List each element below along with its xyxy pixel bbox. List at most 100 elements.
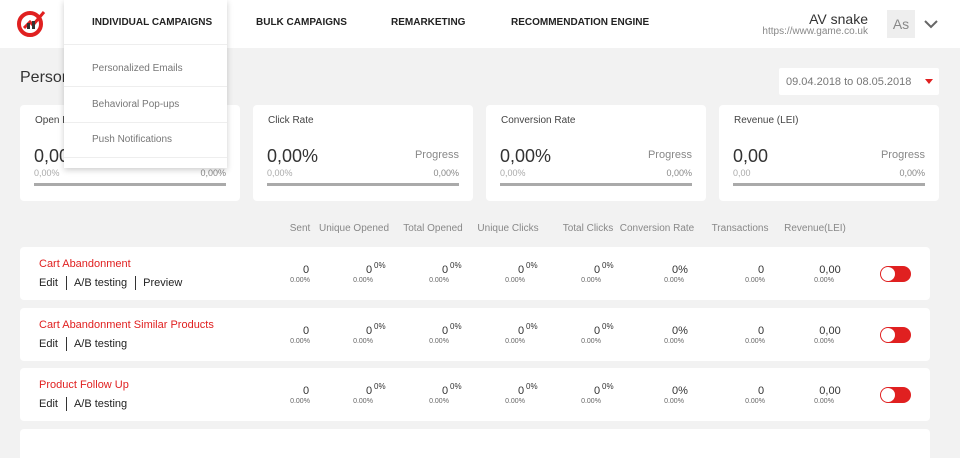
campaign-name[interactable]: Cart Abandonment Similar Products — [39, 318, 214, 331]
dropdown-item[interactable]: Push Notifications — [92, 134, 173, 145]
card-value: 0,00% — [267, 146, 319, 166]
user-name: AV snake — [809, 11, 868, 27]
separator — [64, 44, 227, 45]
progress-value: 0,00% — [666, 168, 692, 178]
toggle[interactable] — [880, 326, 911, 343]
cell-value: 0 — [441, 385, 449, 397]
cell-sub: 0.00% — [290, 398, 310, 405]
logo — [17, 11, 46, 37]
nav-item[interactable]: BULK CAMPAIGNS — [256, 17, 347, 28]
separator — [64, 121, 227, 123]
action-link[interactable]: A/B testing — [73, 277, 128, 289]
cell-value: 0% — [672, 264, 688, 276]
metric-card: Revenue (LEI) 0,00 Progress 0,00 0,00% — [719, 105, 939, 201]
nav-item[interactable]: RECOMMENDATION ENGINE — [511, 17, 650, 28]
cell-value: 0 — [593, 264, 601, 276]
cell-pct: 0% — [450, 261, 462, 270]
card-sub: 0,00 — [733, 168, 751, 178]
column-header: Sent — [289, 223, 311, 234]
cell-sub: 0.00% — [290, 277, 310, 284]
card-sub: 0,00% — [34, 168, 60, 178]
toggle[interactable] — [880, 266, 911, 282]
column-header: Transactions — [711, 223, 769, 234]
action-link[interactable]: A/B testing — [73, 337, 128, 350]
cell-value: 0 — [517, 264, 525, 276]
caret — [925, 79, 933, 84]
cell-sub: 0.00% — [429, 398, 449, 405]
campaign-name[interactable]: Cart Abandonment — [39, 258, 131, 270]
campaign-row: Cart Abandonment Similar Products Edit A/B… — [20, 307, 930, 361]
dropdown-item[interactable]: Personalized Emails — [92, 63, 183, 74]
cell-pct: 0% — [602, 321, 614, 331]
dropdown-item[interactable]: Behavioral Pop-ups — [92, 98, 180, 110]
cell-value: 0 — [517, 385, 525, 397]
cell-value: 0 — [517, 324, 525, 337]
date-range: 09.04.2018 to 08.05.2018 — [786, 76, 912, 88]
cell-sub: 0.00% — [745, 277, 765, 284]
cell-pct: 0% — [450, 321, 462, 331]
action-link[interactable]: Preview — [143, 277, 183, 289]
column-header: Revenue(LEI) — [784, 223, 846, 234]
cell-sub: 0.00% — [745, 337, 765, 345]
separator — [64, 86, 227, 87]
avatar[interactable]: As — [887, 10, 915, 38]
progress-bar — [733, 183, 925, 186]
progress-value: 0,00% — [200, 168, 226, 178]
cell-pct: 0% — [602, 382, 614, 391]
cell-pct: 0% — [374, 261, 386, 270]
cell-sub: 0.00% — [664, 277, 684, 284]
chevron[interactable] — [923, 18, 939, 30]
toggle-knob — [881, 327, 895, 342]
cell-sub: 0.00% — [664, 337, 684, 345]
column-header: Conversion Rate — [619, 223, 695, 234]
divider — [135, 276, 137, 290]
progress-value: 0,00% — [899, 168, 925, 178]
user-url: https://www.game.co.uk — [762, 26, 868, 37]
action-link[interactable]: Edit — [39, 277, 58, 289]
toggle-knob — [881, 388, 895, 402]
campaign-name[interactable]: Product Follow Up — [39, 379, 129, 391]
card-sub: 0,00% — [500, 168, 526, 178]
progress-label: Progress — [414, 149, 459, 161]
campaign-row: Product Follow Up Edit A/B testing 0 0.00% 0 0… — [20, 368, 930, 421]
cell-value: 0,00 — [819, 264, 841, 276]
divider — [65, 276, 67, 290]
cell-sub: 0.00% — [814, 277, 834, 284]
cell-pct: 0% — [450, 382, 462, 391]
cell-value: 0 — [757, 385, 765, 397]
action-link[interactable]: Edit — [39, 337, 58, 350]
cell-value: 0 — [441, 324, 449, 337]
metric-card: Conversion Rate 0,00% Progress 0,00% 0,00% — [486, 105, 706, 201]
cell-sub: 0.00% — [581, 337, 601, 345]
cell-sub: 0.00% — [581, 277, 601, 284]
campaign-row: Cart Abandonment Edit A/B testing Preview 0 0… — [20, 247, 930, 300]
toggle[interactable] — [880, 387, 911, 403]
column-header: Total Opened — [403, 223, 463, 234]
cell-value: 0 — [302, 385, 310, 397]
cell-sub: 0.00% — [429, 277, 449, 284]
cell-sub: 0.00% — [745, 398, 765, 405]
card-value: 0,00 — [34, 146, 70, 166]
nav-item[interactable]: REMARKETING — [391, 17, 466, 28]
cell-value: 0 — [441, 264, 449, 276]
cell-value: 0% — [672, 385, 688, 397]
dropdown: Personalized Emails Behavioral Pop-ups Pus… — [64, 0, 227, 168]
cell-sub: 0.00% — [664, 398, 684, 405]
cell-sub: 0.00% — [814, 337, 834, 345]
cell-sub: 0.00% — [353, 398, 373, 405]
divider — [65, 397, 67, 411]
cell-value: 0,00 — [819, 385, 841, 397]
nav-item[interactable]: INDIVIDUAL CAMPAIGNS — [92, 17, 213, 28]
separator — [64, 157, 227, 158]
cell-sub: 0.00% — [505, 277, 525, 284]
date-select[interactable]: 09.04.2018 to 08.05.2018 — [779, 68, 939, 95]
action-link[interactable]: A/B testing — [73, 398, 128, 410]
progress-label: Progress — [647, 149, 692, 161]
cell-value: 0,00 — [819, 324, 841, 337]
action-link[interactable]: Edit — [39, 398, 58, 410]
cell-sub: 0.00% — [429, 337, 449, 345]
cell-sub: 0.00% — [353, 277, 373, 284]
cell-value: 0 — [302, 264, 310, 276]
card-label: Click Rate — [268, 115, 314, 126]
